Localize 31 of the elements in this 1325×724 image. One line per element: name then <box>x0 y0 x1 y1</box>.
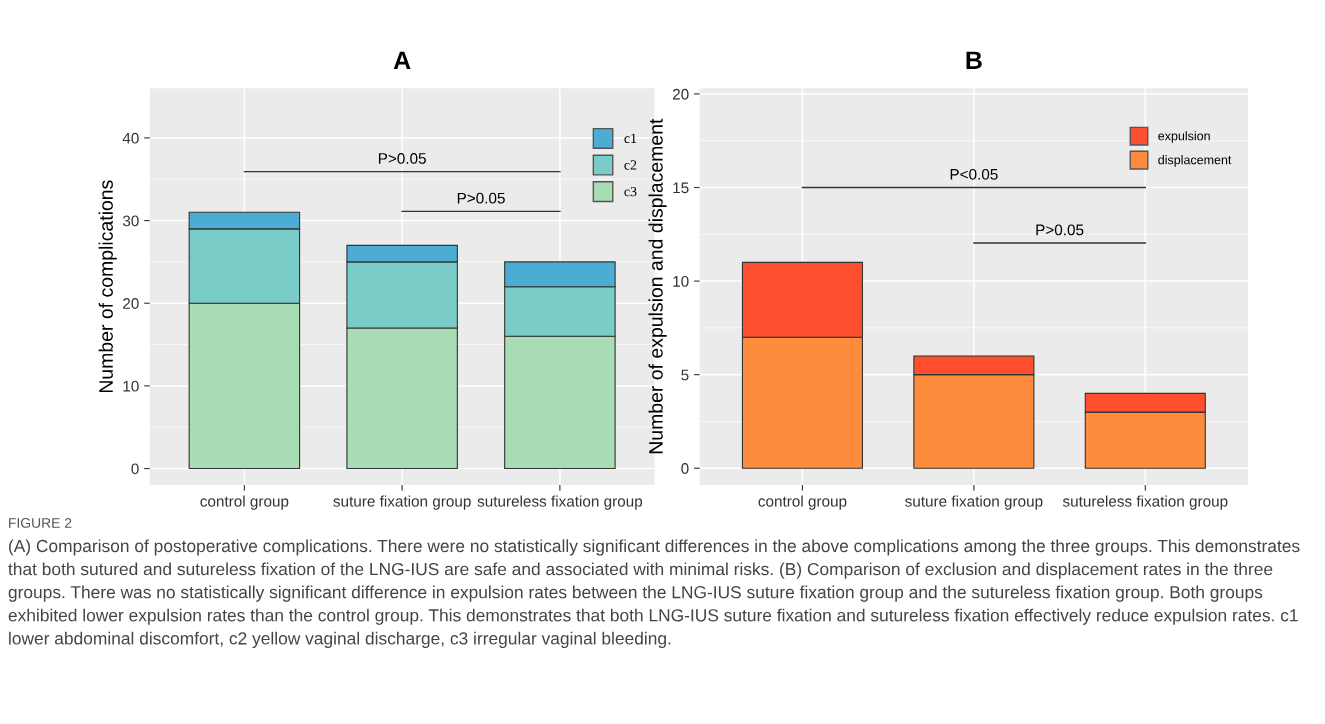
x-tick-label: suture fixation group <box>333 495 471 510</box>
chart-title: B <box>966 51 982 69</box>
y-axis-title: Number of expulsion and displacement <box>648 118 667 454</box>
caption: FIGURE 2 <box>9 518 72 528</box>
legend-label: c1 <box>624 133 637 144</box>
x-tick-label: suture fixation group <box>905 495 1043 510</box>
y-tick-label: 10 <box>673 275 689 287</box>
y-tick-label: 0 <box>131 463 139 475</box>
x-tick-label: sutureless fixation group <box>477 495 643 510</box>
legend-label: c2 <box>624 160 637 170</box>
annotation: P<0.05 <box>950 168 998 180</box>
y-tick-label: 20 <box>123 298 139 309</box>
y-tick-label: 30 <box>122 215 139 227</box>
y-tick-label: 20 <box>672 88 689 100</box>
x-tick-label: control group <box>758 495 847 510</box>
y-tick-label: 15 <box>673 182 689 194</box>
legend-label: c3 <box>624 186 637 197</box>
annotation: P>0.05 <box>457 192 505 204</box>
y-tick-label: 5 <box>681 369 689 381</box>
y-tick-label: 10 <box>123 380 139 392</box>
annotation: P>0.05 <box>378 153 426 164</box>
legend-label: expulsion <box>1158 131 1210 143</box>
x-tick-label: sutureless fixation group <box>1062 495 1228 510</box>
y-axis-title: Number of complications <box>98 180 117 393</box>
legend-label: displacement <box>1158 155 1232 167</box>
chart-title: A <box>393 51 411 69</box>
text: (A) Comparison of postoperative complications. There were no statistically significant differences in the above complications among the three groups. This demonstrates that both sutured and sutureless fixation of the LNG-IUS are safe and associated with minimal risks. (B) Comparison of exclusion and displacement rates in the three groups. There was no statistically significant difference in expulsion rates between the LNG-IUS suture fixation group and the sutureless fixation group. Both groups exhibited lower expulsion rates than the control group. This demonstrates that both LNG-IUS suture fixation and sutureless fixation effectively reduce expulsion rates. c1 lower abdominal discomfort, c2 yellow vaginal discharge, c3 irregular vaginal bleeding. <box>8 539 1300 648</box>
y-tick-label: 0 <box>681 463 689 474</box>
annotation: P>0.05 <box>1036 224 1084 236</box>
x-tick-label: control group <box>200 495 289 510</box>
y-tick-label: 40 <box>122 132 139 144</box>
